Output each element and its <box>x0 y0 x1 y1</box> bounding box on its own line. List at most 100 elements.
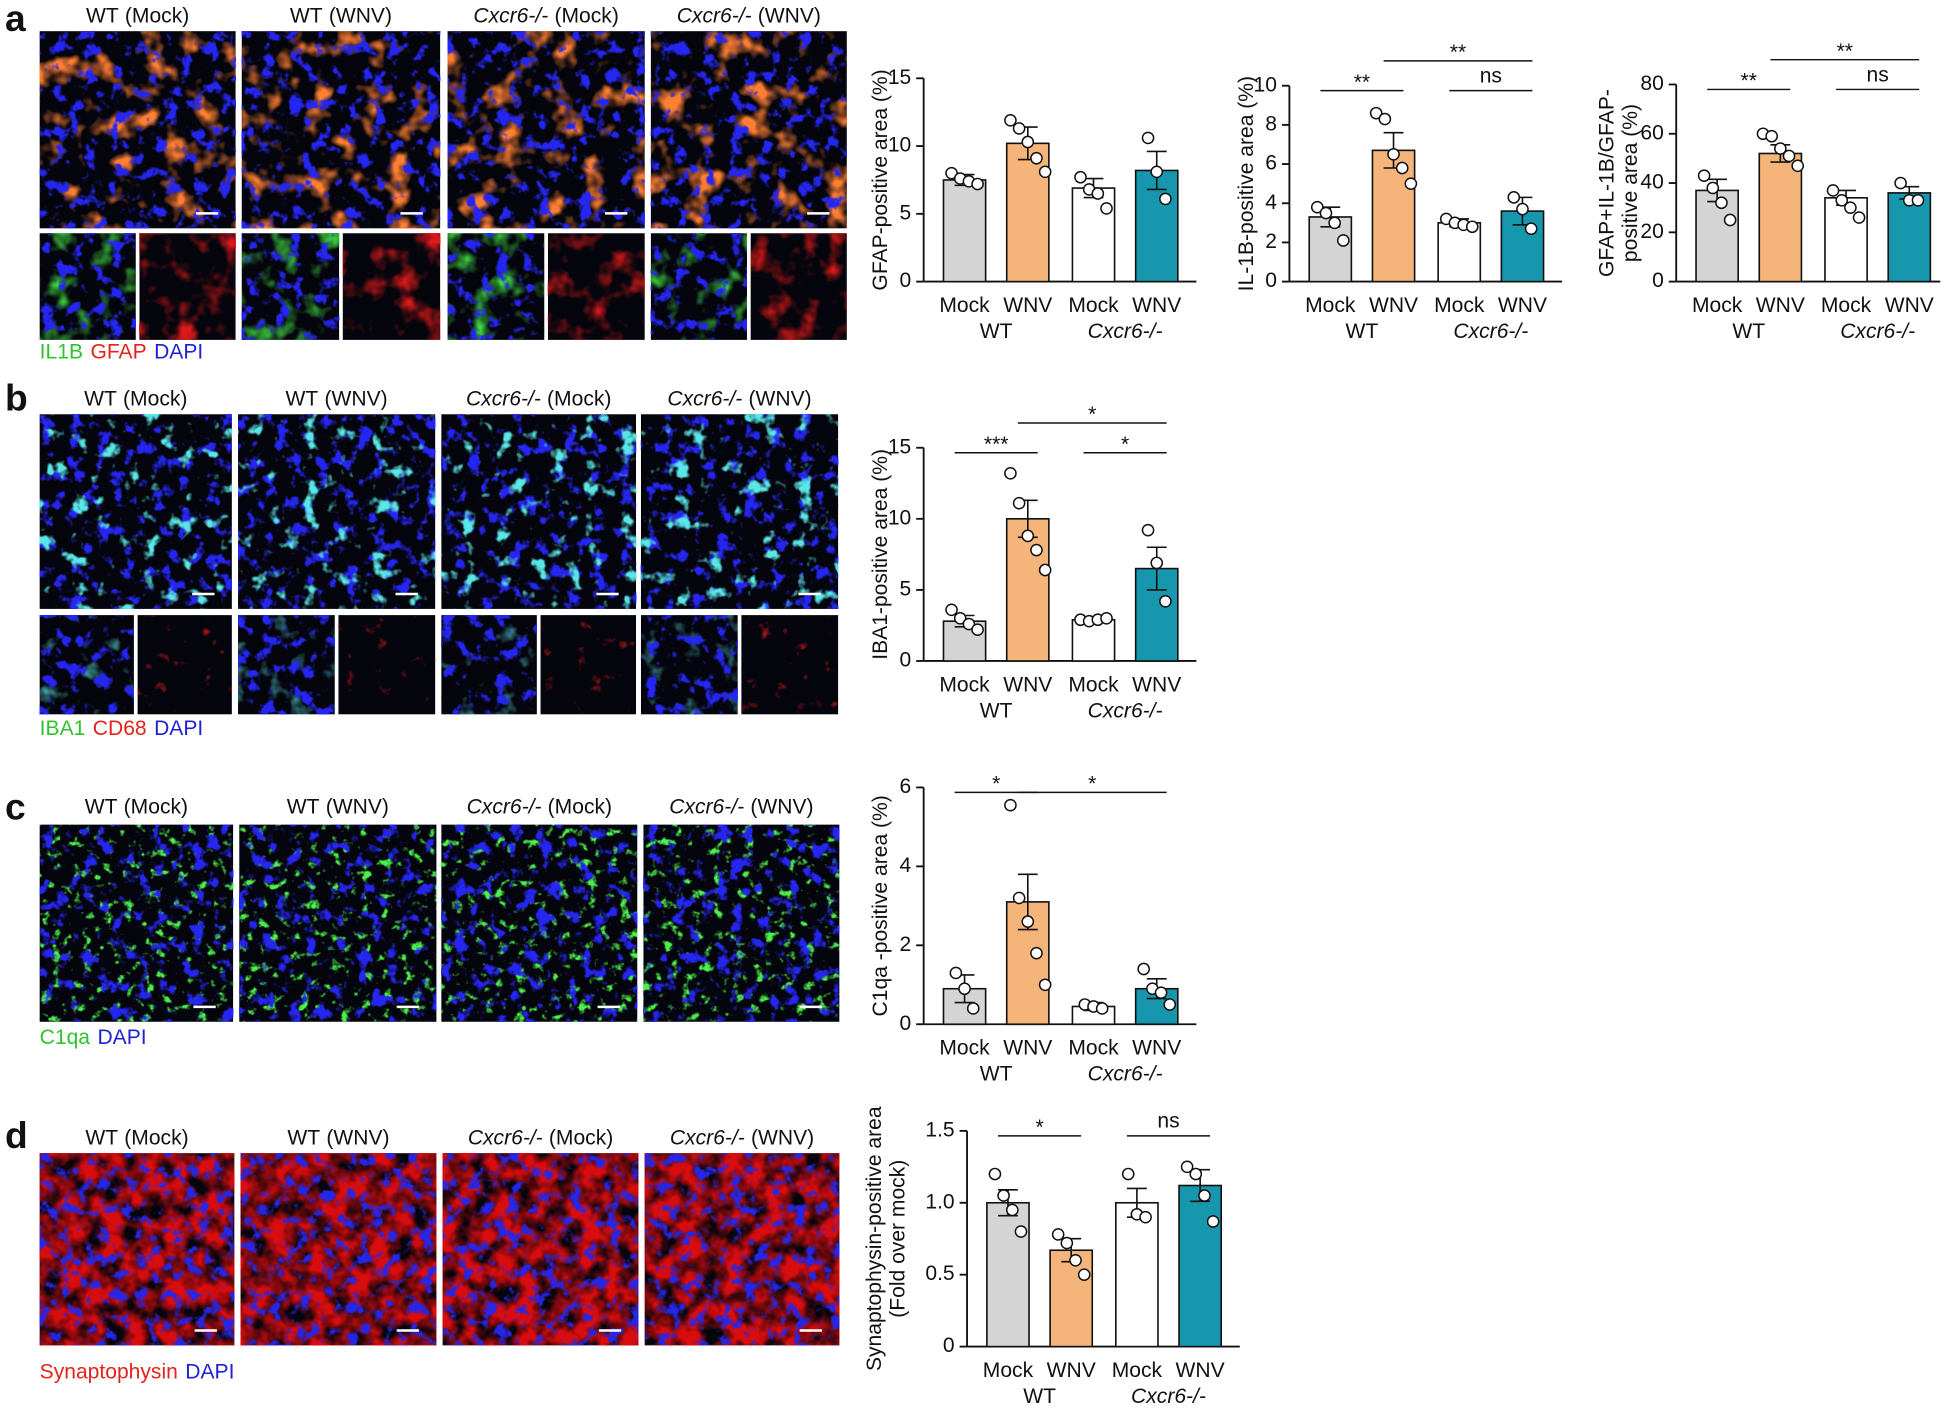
data-point <box>1826 184 1840 197</box>
data-point <box>1038 165 1052 179</box>
title-strain: Cxcr6-/- <box>667 387 742 410</box>
data-point <box>1310 200 1324 214</box>
y-tick-label: 5 <box>900 201 912 224</box>
data-point <box>1706 181 1720 195</box>
title-condition: (WNV) <box>758 4 821 27</box>
bar <box>1005 142 1050 283</box>
x-tick-label: Mock <box>1692 294 1743 317</box>
title-strain: WT <box>84 387 117 410</box>
data-point <box>949 966 963 980</box>
data-point <box>966 1002 980 1015</box>
data-point <box>1051 1228 1065 1241</box>
group-label: Cxcr6-/- <box>1840 320 1915 343</box>
data-point <box>1030 543 1043 557</box>
micrograph <box>39 414 232 609</box>
stain: DAPI <box>97 1025 146 1048</box>
image-title: Cxcr6-/- (WNV) <box>669 795 813 818</box>
y-tick-label: 0.5 <box>925 1262 954 1285</box>
data-point <box>988 1167 1002 1181</box>
micrograph <box>750 233 847 340</box>
data-point <box>1791 159 1805 173</box>
significance-label: * <box>992 773 1000 796</box>
x-tick-label: Mock <box>1305 294 1356 317</box>
x-tick-label: Mock <box>1068 673 1119 696</box>
y-tick-label: 60 <box>1640 121 1663 144</box>
y-tick-label: 6 <box>1265 152 1277 175</box>
title-strain: Cxcr6-/- <box>677 4 752 27</box>
y-axis-label: positive area (%) <box>1619 104 1642 262</box>
y-tick-label: 0 <box>900 649 912 672</box>
significance-label: ns <box>1867 63 1889 86</box>
data-point <box>1319 206 1333 220</box>
group-label: WT <box>980 1063 1013 1086</box>
significance-label: ** <box>1354 71 1370 94</box>
group-label: Cxcr6-/- <box>1088 699 1163 722</box>
significance-label: * <box>1121 433 1129 456</box>
y-tick-label: 10 <box>888 506 911 529</box>
y-tick-label: 5 <box>900 577 912 600</box>
data-point <box>1077 1268 1091 1282</box>
micrograph <box>441 414 637 609</box>
x-tick-label: WNV <box>1132 673 1181 696</box>
y-axis-label: GFAP-positive area (%) <box>869 69 892 290</box>
bar <box>1071 187 1116 283</box>
y-tick-label: 80 <box>1640 72 1663 95</box>
bar <box>1005 518 1050 662</box>
data-point <box>1507 191 1521 204</box>
stain: DAPI <box>154 717 203 740</box>
title-strain: Cxcr6-/- <box>670 1126 745 1149</box>
data-point <box>1395 161 1409 175</box>
data-point <box>1378 112 1392 126</box>
data-point <box>1069 1253 1082 1267</box>
group-label: WT <box>980 320 1013 343</box>
data-point <box>1852 211 1866 224</box>
x-tick-label: WNV <box>1047 1359 1096 1382</box>
image-title: WT (Mock) <box>86 4 189 27</box>
data-point <box>1100 202 1113 215</box>
micrograph <box>640 414 839 609</box>
title-condition: (WNV) <box>326 1126 389 1149</box>
title-condition: (WNV) <box>748 387 811 410</box>
y-tick-label: 0 <box>900 1012 912 1035</box>
image-title: WT (WNV) <box>286 387 388 410</box>
data-point <box>1369 106 1383 120</box>
data-point <box>1060 1236 1074 1250</box>
data-point <box>1150 165 1164 179</box>
data-point <box>1021 915 1035 928</box>
y-tick-label: 15 <box>888 435 911 458</box>
micrograph <box>650 233 747 340</box>
data-point <box>1012 122 1026 135</box>
stain-legend: Synaptophysin DAPI <box>40 1360 235 1383</box>
data-point <box>1782 149 1796 163</box>
x-tick-label: WNV <box>1369 294 1418 317</box>
title-condition: (WNV) <box>750 795 813 818</box>
data-point <box>1715 196 1728 210</box>
y-tick-label: 10 <box>1254 73 1277 96</box>
panel-label: b <box>5 376 28 418</box>
micrograph <box>640 615 738 715</box>
x-tick-label: Mock <box>939 294 990 317</box>
stain: Synaptophysin <box>40 1360 178 1383</box>
micrograph <box>643 824 840 1022</box>
data-point <box>1121 1167 1135 1181</box>
title-strain: WT <box>85 1126 118 1149</box>
title-condition: (Mock) <box>547 387 611 410</box>
group-label: Cxcr6-/- <box>1088 1063 1163 1086</box>
group-label: WT <box>1732 320 1765 343</box>
title-strain: Cxcr6-/- <box>669 795 744 818</box>
data-point <box>1030 151 1043 165</box>
data-point <box>1198 1189 1211 1202</box>
bar <box>1178 1184 1223 1348</box>
data-point <box>1095 1002 1109 1015</box>
group-label: Cxcr6-/- <box>1088 320 1163 343</box>
y-tick-label: 10 <box>888 134 911 157</box>
y-tick-label: 0 <box>900 269 912 292</box>
micrograph <box>241 233 340 340</box>
image-title: WT (WNV) <box>287 795 389 818</box>
x-tick-label: Mock <box>939 673 990 696</box>
title-condition: (WNV) <box>326 795 389 818</box>
title-strain: WT <box>290 4 323 27</box>
group-label: WT <box>1023 1385 1056 1408</box>
bar <box>1049 1249 1094 1348</box>
